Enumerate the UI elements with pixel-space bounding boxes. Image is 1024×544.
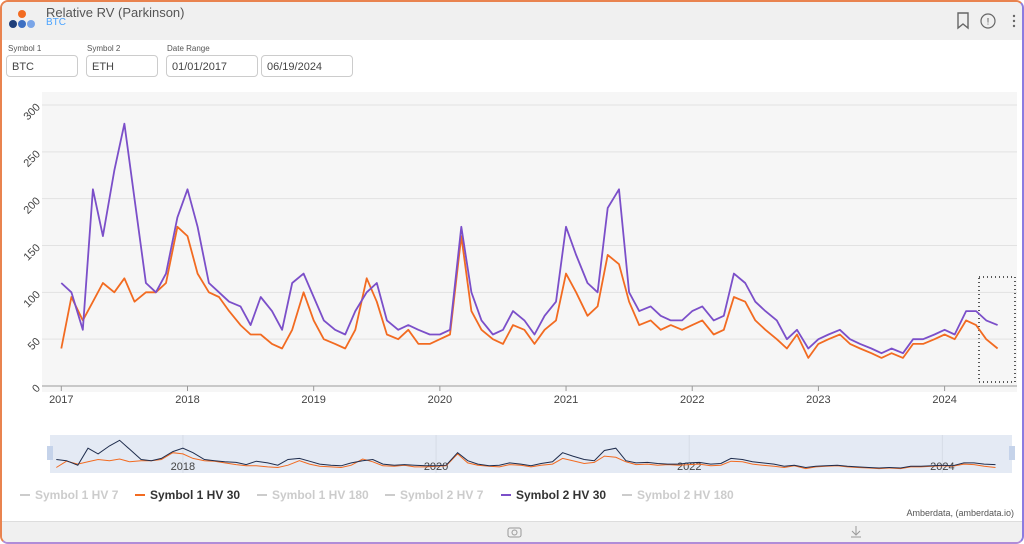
navigator-line [56, 439, 996, 469]
y-tick-label: 50 [26, 336, 43, 353]
date-input[interactable]: 06/19/2024 [261, 55, 353, 77]
x-tick-label: 2023 [806, 394, 830, 406]
logo [9, 10, 35, 28]
toolbar-icons[interactable] [2, 522, 1022, 543]
navigator-label: 2024 [930, 461, 954, 473]
header: Relative RV (Parkinson) BTC ! [2, 2, 1022, 40]
symbol-input[interactable]: ETH [86, 55, 158, 77]
x-tick-label: 2022 [680, 394, 704, 406]
x-tick-label: 2024 [932, 394, 956, 406]
series-line [60, 225, 999, 359]
y-tick-label: 0 [30, 382, 43, 395]
x-tick-label: 2019 [301, 394, 325, 406]
series-line [60, 122, 998, 355]
legend-item[interactable]: Symbol 2 HV 7 [400, 488, 484, 502]
y-tick-label: 200 [21, 195, 42, 216]
date-input[interactable]: 01/01/2017 [166, 55, 258, 77]
y-tick-label: 150 [21, 242, 42, 263]
symbol-input[interactable]: BTC [6, 55, 78, 77]
navigator-line [56, 452, 996, 470]
field-label: Date Range [167, 44, 210, 53]
field-label: Symbol 2 [87, 44, 121, 53]
subtitle: BTC [46, 17, 66, 28]
navigator-label: 2018 [171, 461, 195, 473]
x-tick-label: 2018 [175, 394, 199, 406]
x-tick-label: 2021 [554, 394, 578, 406]
legend-item[interactable]: Symbol 2 HV 180 [637, 488, 734, 502]
chart: 0 50 100 150 200 250 300 2017 2018 2019 2020 2021 20… [20, 92, 1017, 518]
x-tick-label: 2017 [49, 394, 73, 406]
title: Relative RV (Parkinson) [46, 5, 185, 20]
legend-item[interactable]: Symbol 1 HV 7 [35, 488, 119, 502]
navigator-handle[interactable] [47, 446, 53, 460]
x-tick-label: 2020 [428, 394, 452, 406]
y-tick-label: 100 [21, 289, 42, 310]
toolbar [2, 521, 1022, 543]
legend-item[interactable]: Symbol 2 HV 30 [516, 488, 606, 502]
navigator-label: 2020 [424, 461, 448, 473]
svg-text:!: ! [987, 17, 990, 27]
legend-item[interactable]: Symbol 1 HV 180 [272, 488, 369, 502]
y-tick-label: 250 [21, 148, 42, 169]
field-label: Symbol 1 [8, 44, 42, 53]
credit: Amberdata, (amberdata.io) [906, 508, 1014, 518]
legend-item[interactable]: Symbol 1 HV 30 [150, 488, 240, 502]
header-icons[interactable]: ! [950, 9, 1020, 33]
navigator-handle[interactable] [1009, 446, 1015, 460]
y-tick-label: 300 [21, 101, 42, 122]
